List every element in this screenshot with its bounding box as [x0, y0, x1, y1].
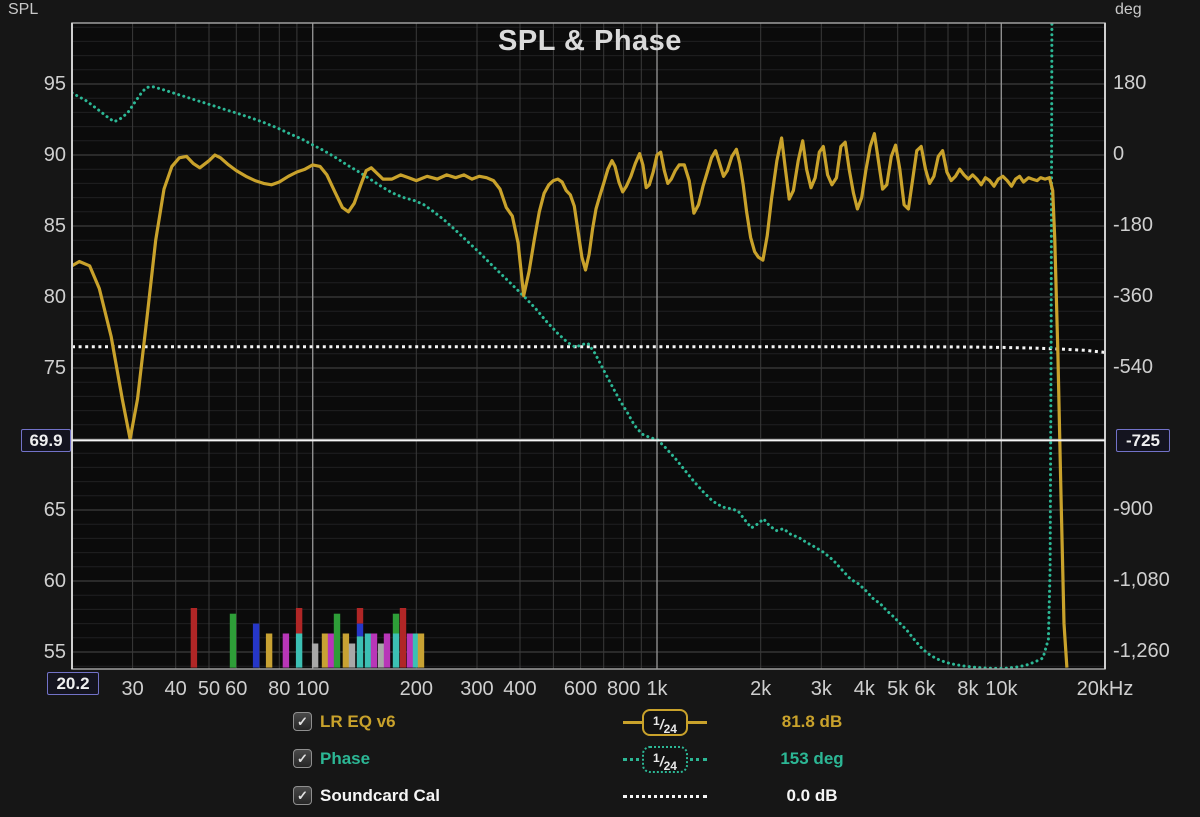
phase-trace [72, 23, 1054, 669]
right-axis-title: deg [1115, 1, 1142, 18]
cursor-spl-readout: 69.9 [21, 429, 71, 453]
room-mode-bar [311, 643, 319, 668]
x-tick-3k: 3k [810, 678, 832, 700]
room-mode-bar [265, 633, 273, 668]
y-left-tick-95: 95 [43, 73, 66, 95]
x-tick-600: 600 [563, 678, 598, 700]
y-right-tick--360: -360 [1113, 285, 1154, 307]
room-mode-bar [399, 608, 407, 668]
x-tick-40: 40 [164, 678, 187, 700]
y-right-tick-180: 180 [1113, 72, 1147, 94]
x-tick-200: 200 [399, 678, 434, 700]
y-right-tick--900: -900 [1113, 498, 1154, 520]
room-mode-bar [348, 643, 356, 668]
legend-row-lr-eq-v6: ✓ LR EQ v6 1/24 81.8 dB [293, 709, 878, 740]
x-tick-20kHz: 20kHz [1076, 678, 1134, 700]
cursor-value-phase: 153 deg [780, 749, 844, 768]
check-icon: ✓ [297, 751, 308, 766]
room-mode-bar [417, 633, 425, 668]
room-mode-bar [252, 623, 260, 668]
cursor-value-soundcard-cal: 0.0 dB [786, 786, 838, 805]
checkbox-lr-eq-v6[interactable]: ✓ [293, 712, 312, 731]
y-left-tick-65: 65 [43, 499, 66, 521]
room-mode-bar [333, 613, 341, 668]
room-mode-bar [406, 633, 414, 668]
x-tick-2k: 2k [750, 678, 772, 700]
smoothing-badge: 1/24 [642, 709, 688, 736]
x-tick-8k: 8k [957, 678, 979, 700]
x-tick-4k: 4k [853, 678, 875, 700]
check-icon: ✓ [297, 788, 308, 803]
x-tick-5k: 5k [887, 678, 909, 700]
legend-label-lr-eq-v6: LR EQ v6 [320, 712, 396, 731]
room-mode-bar [327, 633, 335, 668]
x-tick-6k: 6k [914, 678, 936, 700]
x-tick-400: 400 [503, 678, 537, 700]
room-mode-bar [190, 608, 198, 668]
x-tick-100: 100 [295, 678, 330, 700]
x-tick-50: 50 [197, 678, 221, 700]
trace-sample-soundcard-cal [623, 784, 707, 810]
checkbox-phase[interactable]: ✓ [293, 749, 312, 768]
y-left-tick-80: 80 [43, 286, 66, 308]
cursor-frequency-readout: 20.2 [47, 672, 99, 695]
y-right-tick--540: -540 [1113, 356, 1154, 378]
room-mode-bar [282, 633, 290, 668]
fraction-slash: / [659, 753, 664, 769]
dotted-line-sample [623, 795, 707, 798]
trace-sample-lr-eq-v6: 1/24 [623, 709, 707, 736]
room-mode-bar [392, 633, 400, 668]
room-mode-bar [412, 633, 420, 668]
legend-row-soundcard-cal: ✓ Soundcard Cal 0.0 dB [293, 784, 878, 814]
x-tick-30: 30 [121, 678, 144, 700]
x-tick-300: 300 [460, 678, 494, 700]
x-tick-800: 800 [606, 678, 641, 700]
room-mode-bar [295, 633, 303, 668]
check-icon: ✓ [297, 714, 308, 729]
x-tick-60: 60 [225, 678, 248, 700]
room-mode-bar [229, 613, 237, 668]
spl-trace [72, 132, 1069, 668]
smoothing-badge: 1/24 [642, 746, 688, 773]
room-mode-bar [356, 623, 364, 637]
legend-row-phase: ✓ Phase 1/24 153 deg [293, 746, 878, 777]
cursor-value-lr-eq-v6: 81.8 dB [781, 712, 843, 731]
y-left-tick-90: 90 [43, 144, 66, 166]
left-axis-title: SPL [8, 1, 39, 18]
legend-label-soundcard-cal: Soundcard Cal [320, 786, 440, 805]
y-right-tick--1080: -1,080 [1113, 569, 1170, 591]
y-left-tick-85: 85 [43, 215, 66, 237]
cursor-phase-readout: -725 [1116, 429, 1170, 453]
room-mode-bar [342, 633, 350, 668]
room-mode-bar [364, 633, 372, 668]
y-left-tick-75: 75 [43, 357, 66, 379]
room-mode-bar [370, 633, 378, 668]
x-tick-1k: 1k [646, 678, 668, 700]
x-tick-10k: 10k [985, 678, 1018, 700]
legend-label-phase: Phase [320, 749, 371, 768]
room-mode-bar [356, 636, 364, 668]
y-left-tick-60: 60 [43, 570, 66, 592]
room-mode-bar [377, 643, 385, 668]
x-tick-80: 80 [268, 678, 291, 700]
checkbox-soundcard-cal[interactable]: ✓ [293, 786, 312, 805]
trace-sample-phase: 1/24 [623, 746, 707, 773]
room-mode-bar [295, 608, 303, 634]
y-right-tick-0: 0 [1113, 143, 1125, 165]
y-right-tick--1260: -1,260 [1113, 640, 1170, 662]
y-right-tick--180: -180 [1113, 214, 1154, 236]
room-mode-bar [383, 633, 391, 668]
room-mode-bar [321, 633, 329, 668]
room-mode-bar [392, 613, 400, 634]
chart-title: SPL & Phase [498, 25, 682, 57]
room-mode-bar [356, 608, 364, 624]
fraction-slash: / [659, 716, 664, 732]
soundcard-cal-trace [72, 345, 1105, 354]
y-left-tick-55: 55 [43, 641, 66, 663]
